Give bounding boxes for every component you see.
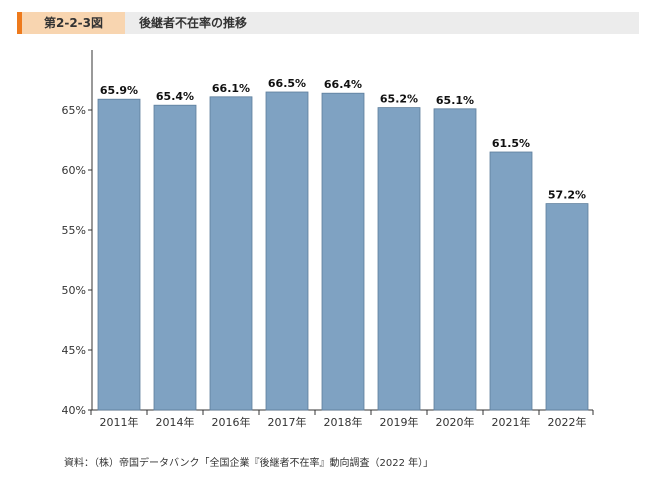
bar-chart: 40% 45% 50% 55% 60% 65% 65.9% 2011年 65.4% 2014年 66… — [62, 50, 594, 429]
source-note: 資料：（株）帝国データバンク「全国企業『後継者不在率』動向調査（2022 年）」 — [64, 458, 434, 469]
bar — [433, 108, 477, 411]
y-tick-label: 45% — [62, 344, 86, 357]
bar — [153, 104, 197, 411]
bar — [489, 151, 533, 411]
x-tick-label: 2020年 — [436, 415, 475, 429]
data-label: 66.1% — [212, 82, 250, 95]
x-tick-label: 2011年 — [100, 415, 139, 429]
y-tick-label: 40% — [62, 404, 86, 417]
data-label: 65.2% — [380, 93, 418, 106]
x-tick-label: 2017年 — [268, 415, 307, 429]
bar — [209, 96, 253, 411]
x-tick-label: 2018年 — [324, 415, 363, 429]
data-label: 65.1% — [436, 94, 474, 107]
data-label: 66.4% — [324, 78, 362, 91]
x-tick-label: 2016年 — [212, 415, 251, 429]
figure-label: 第2-2-3図 — [22, 12, 125, 34]
data-label: 61.5% — [492, 137, 530, 150]
data-label: 65.4% — [156, 90, 194, 103]
header-accent-bar — [17, 12, 22, 34]
x-tick-label: 2019年 — [380, 415, 419, 429]
data-label: 57.2% — [548, 189, 586, 202]
bar — [97, 98, 141, 411]
y-tick-label: 60% — [62, 164, 86, 177]
data-label: 65.9% — [100, 84, 138, 97]
y-tick-label: 50% — [62, 284, 86, 297]
x-tick-label: 2022年 — [548, 415, 587, 429]
bar — [377, 107, 421, 411]
figure-title: 後継者不在率の推移 — [139, 16, 248, 30]
y-tick-label: 65% — [62, 104, 86, 117]
bar — [321, 92, 365, 411]
bar — [545, 203, 589, 411]
x-tick-label: 2021年 — [492, 415, 531, 429]
data-label: 66.5% — [268, 77, 306, 90]
bar — [265, 91, 309, 411]
y-tick-label: 55% — [62, 224, 86, 237]
x-tick-label: 2014年 — [156, 415, 195, 429]
figure-header: 第2-2-3図 後継者不在率の推移 — [17, 12, 639, 34]
